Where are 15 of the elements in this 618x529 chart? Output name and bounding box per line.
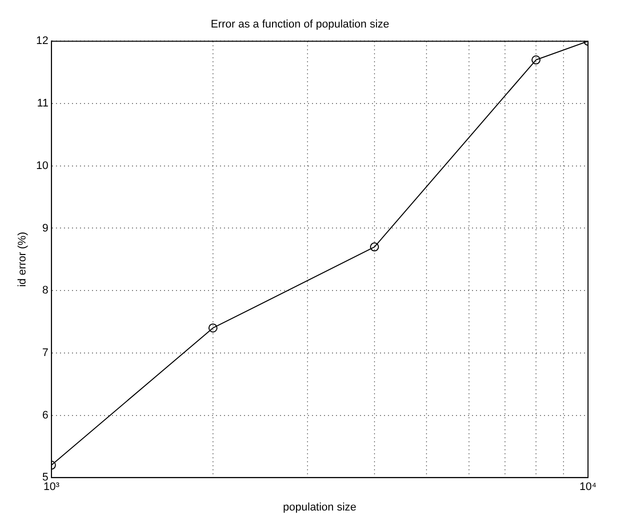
y-tick-label: 9 [42, 222, 48, 234]
y-tick-label: 8 [42, 284, 48, 297]
y-tick-label: 12 [36, 35, 48, 48]
x-axis-title: population size [283, 501, 356, 514]
point [532, 55, 540, 64]
y-tick-label: 7 [42, 346, 48, 359]
y-tick-label: 11 [37, 98, 48, 110]
y-tick-label: 6 [42, 409, 48, 422]
point [370, 242, 379, 252]
y-axis-title: id error (%) [16, 232, 29, 287]
x-tick-label: 10⁴ [580, 481, 597, 494]
y-tick-label: 10 [36, 160, 48, 172]
point [208, 323, 218, 332]
chart-title: Error as a function of population size [210, 18, 390, 31]
x-tick-label: 10³ [43, 481, 60, 494]
